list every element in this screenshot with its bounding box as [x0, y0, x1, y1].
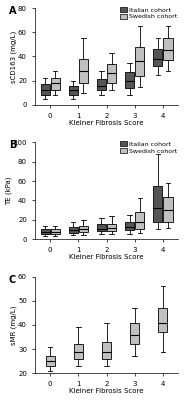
Y-axis label: TE (kPa): TE (kPa)	[6, 176, 12, 205]
PathPatch shape	[158, 308, 167, 332]
PathPatch shape	[97, 80, 106, 90]
PathPatch shape	[135, 47, 144, 76]
PathPatch shape	[51, 78, 60, 90]
Text: C: C	[9, 275, 16, 285]
Y-axis label: sCD163 (mg/L): sCD163 (mg/L)	[10, 30, 17, 83]
X-axis label: Kleiner Fibrosis Score: Kleiner Fibrosis Score	[69, 120, 144, 126]
Text: B: B	[9, 140, 16, 150]
PathPatch shape	[102, 342, 111, 359]
PathPatch shape	[164, 38, 173, 60]
PathPatch shape	[40, 230, 49, 234]
PathPatch shape	[40, 84, 49, 95]
X-axis label: Kleiner Fibrosis Score: Kleiner Fibrosis Score	[69, 388, 144, 394]
PathPatch shape	[153, 186, 162, 222]
PathPatch shape	[79, 226, 88, 232]
Text: A: A	[9, 6, 16, 16]
PathPatch shape	[107, 64, 116, 83]
PathPatch shape	[97, 224, 106, 232]
PathPatch shape	[46, 356, 55, 366]
Y-axis label: sMR (mg/L): sMR (mg/L)	[10, 305, 17, 345]
PathPatch shape	[130, 322, 139, 344]
PathPatch shape	[69, 226, 78, 233]
PathPatch shape	[125, 222, 134, 230]
PathPatch shape	[125, 72, 134, 88]
PathPatch shape	[69, 86, 78, 95]
PathPatch shape	[51, 230, 60, 234]
PathPatch shape	[107, 224, 116, 232]
PathPatch shape	[153, 49, 162, 66]
PathPatch shape	[135, 212, 144, 230]
PathPatch shape	[79, 59, 88, 83]
Legend: Italian cohort, Swedish cohort: Italian cohort, Swedish cohort	[119, 6, 178, 20]
PathPatch shape	[74, 344, 83, 359]
PathPatch shape	[164, 196, 173, 222]
X-axis label: Kleiner Fibrosis Score: Kleiner Fibrosis Score	[69, 254, 144, 260]
Legend: Italian cohort, Swedish cohort: Italian cohort, Swedish cohort	[119, 140, 178, 154]
